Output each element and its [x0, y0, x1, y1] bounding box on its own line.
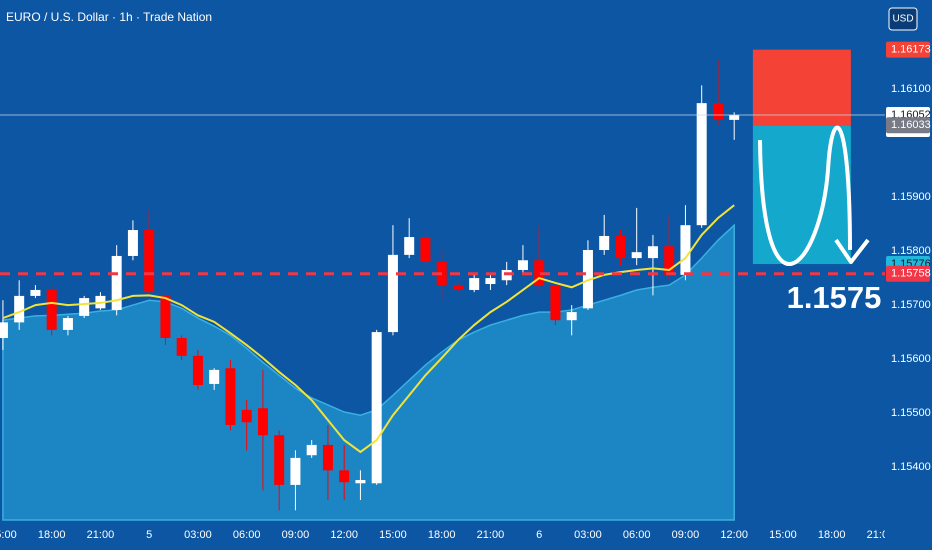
candle-body [62, 318, 73, 330]
candle-body [534, 260, 545, 286]
candle-body [680, 225, 691, 275]
x-tick-label: 18:00 [38, 529, 66, 541]
y-tick-label: 1.16100 [891, 83, 931, 95]
chart-title: EURO / U.S. Dollar · 1h · Trade Nation [6, 10, 212, 24]
x-tick-label: 6 [536, 529, 542, 541]
candle-body [127, 230, 138, 256]
candle-body [404, 237, 415, 255]
candle-body [615, 235, 626, 259]
stop-price-tag-bg [886, 41, 930, 58]
x-tick-label: 5 [146, 529, 152, 541]
candle-body [729, 115, 740, 120]
candle-body [306, 444, 317, 456]
candle-body [371, 332, 382, 484]
candle-body [144, 230, 155, 293]
candle-body [664, 246, 675, 275]
x-tick-label: 06:00 [233, 529, 261, 541]
candle-body [566, 312, 577, 321]
candle-body [712, 103, 723, 120]
candle-body [517, 260, 528, 270]
candle-body [322, 444, 333, 471]
candle-body [274, 435, 285, 485]
y-tick-label: 1.15500 [891, 407, 931, 419]
candle-body [485, 278, 496, 285]
candle-body [469, 278, 480, 290]
candle-body [160, 295, 171, 339]
axis-layer: 1.15400 1.15500 1.15600 1.15700 1.15800 1.159… [886, 41, 931, 473]
annotation: 1.1575 [787, 280, 882, 315]
x-tick-label: 15:00 [379, 529, 407, 541]
candle-body [452, 285, 463, 290]
candle-body [209, 369, 220, 384]
x-tick-label: 03:00 [184, 529, 212, 541]
candle-body [79, 298, 90, 316]
candle-body [0, 322, 8, 339]
currency-button[interactable] [888, 7, 918, 31]
projection-arrow [758, 125, 852, 266]
y-tick-label: 1.15900 [891, 191, 931, 203]
level-price-tag-bg [886, 265, 930, 282]
y-tick-label: 1.15800 [891, 245, 931, 257]
x-tick-label: 03:00 [574, 529, 602, 541]
candle-body [647, 246, 658, 259]
candle-body [176, 338, 187, 356]
candle-body [599, 235, 610, 251]
candle-body [387, 254, 398, 333]
candle-body [355, 480, 366, 484]
candle-body [225, 368, 236, 425]
plot-area: 1.1575 15:00 18:00 21:00 5 03:00 06:00 09:00 12:… [0, 49, 894, 541]
x-tick-label: 21:00 [87, 529, 115, 541]
currency-label[interactable]: USD [892, 14, 913, 25]
candle-body [582, 250, 593, 309]
x-tick-label: 12:00 [720, 529, 748, 541]
level-price-tag: 1.15758 [891, 268, 931, 280]
y-tick-label: 1.15600 [891, 353, 931, 365]
x-tick-label: 15:00 [769, 529, 797, 541]
candle-body [241, 409, 252, 423]
candle-body [257, 408, 268, 436]
x-tick-label: 18:00 [818, 529, 846, 541]
y-tick-label: 1.15400 [891, 461, 931, 473]
candle-body [420, 237, 431, 262]
candle-body [631, 252, 642, 259]
candle-body [30, 289, 41, 296]
x-tick-label: 18:00 [428, 529, 456, 541]
stop-price-tag: 1.16173 [891, 44, 931, 56]
candle-body [192, 355, 203, 386]
x-tick-label: 09:00 [282, 529, 310, 541]
candle-body [111, 255, 122, 310]
x-tick-label: 09:00 [672, 529, 700, 541]
candle-body [46, 289, 57, 330]
x-tick-label: 12:00 [330, 529, 358, 541]
x-tick-label: 06:00 [623, 529, 651, 541]
candle-body [550, 285, 561, 321]
stop-zone [752, 49, 851, 126]
candle-body [339, 470, 350, 483]
entry-price-tag: 1.16033 [891, 119, 931, 131]
arrow-head [834, 238, 870, 264]
candle-body [290, 457, 301, 485]
candle-body [696, 103, 707, 226]
candle-body [14, 295, 25, 323]
x-tick-label: 15:00 [0, 529, 17, 541]
y-tick-label: 1.15700 [891, 299, 931, 311]
entry-price-tag-bg [886, 117, 930, 134]
x-tick-label: 21:00 [477, 529, 505, 541]
